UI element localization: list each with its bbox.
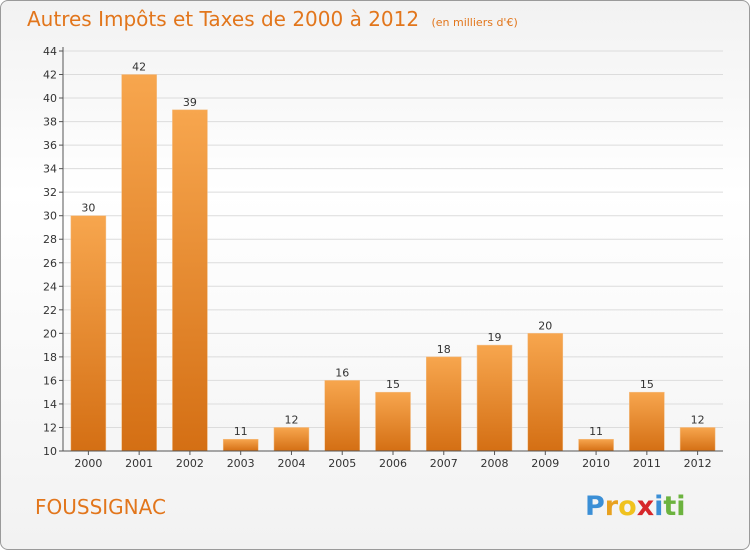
- y-tick-label: 10: [43, 445, 57, 458]
- y-tick-label: 34: [43, 163, 57, 176]
- value-label-2007: 18: [437, 343, 451, 356]
- x-tick-label-2011: 2011: [633, 457, 661, 470]
- proxiti-logo: Proxiti: [585, 491, 686, 522]
- y-tick-label: 18: [43, 351, 57, 364]
- value-label-2006: 15: [386, 378, 400, 391]
- x-tick-label-2003: 2003: [227, 457, 255, 470]
- logo-letter: r: [604, 491, 619, 522]
- bar-2010: [578, 438, 614, 452]
- y-tick-label: 30: [43, 210, 57, 223]
- bar-2000: [70, 215, 107, 452]
- value-label-2005: 16: [335, 366, 349, 379]
- bar-2007: [426, 356, 462, 452]
- chart-title-text: Autres Impôts et Taxes de 2000 à 2012: [27, 7, 420, 31]
- bar-2003: [222, 438, 259, 452]
- chart-unit: (en milliers d'€): [431, 16, 518, 29]
- axes: 10 12 14 16 18 20 22 24 26 28 30 32 34 36 38 40 42 44 2000…: [43, 45, 723, 470]
- y-tick-label: 36: [43, 139, 57, 152]
- bar-2008: [476, 344, 513, 452]
- value-label-2003: 11: [234, 425, 248, 438]
- bar-2005: [324, 380, 360, 452]
- value-label-2001: 42: [132, 61, 146, 74]
- logo-letter: t: [663, 491, 677, 522]
- logo-letter: P: [585, 491, 605, 522]
- y-tick-label: 40: [43, 92, 57, 105]
- y-tick-label: 20: [43, 327, 57, 340]
- y-tick-label: 26: [43, 257, 57, 270]
- x-tick-label-2000: 2000: [74, 457, 102, 470]
- y-tick-label: 28: [43, 233, 57, 246]
- y-tick-label: 24: [43, 280, 57, 293]
- y-tick-label: 12: [43, 421, 57, 434]
- x-tick-label-2010: 2010: [582, 457, 610, 470]
- bar-2006: [375, 391, 411, 452]
- y-tick-label: 42: [43, 69, 57, 82]
- bar-2004: [273, 427, 310, 452]
- value-label-2011: 15: [640, 378, 654, 391]
- value-label-2012: 12: [691, 413, 705, 426]
- bar-2009: [527, 333, 564, 452]
- bar-2011: [629, 391, 665, 452]
- bar-2001: [121, 74, 157, 452]
- logo-letter: o: [618, 491, 637, 522]
- x-tick-label-2001: 2001: [125, 457, 153, 470]
- y-tick-label: 44: [43, 45, 57, 58]
- y-tick-label: 38: [43, 116, 57, 129]
- logo-letter: x: [636, 491, 655, 522]
- commune-name: FOUSSIGNAC: [35, 495, 166, 519]
- y-tick-label: 32: [43, 186, 57, 199]
- x-tick-label-2007: 2007: [430, 457, 458, 470]
- x-tick-label-2012: 2012: [684, 457, 712, 470]
- x-tick-label-2005: 2005: [328, 457, 356, 470]
- value-label-2004: 12: [284, 413, 298, 426]
- logo-letter: i: [676, 491, 686, 522]
- y-tick-label: 14: [43, 398, 57, 411]
- y-tick-label: 16: [43, 374, 57, 387]
- bars: 30 42 39 11 12 16 15 18 19 20 11 15 12: [70, 61, 716, 452]
- y-tick-label: 22: [43, 304, 57, 317]
- x-tick-label-2002: 2002: [176, 457, 204, 470]
- x-tick-label-2006: 2006: [379, 457, 407, 470]
- value-label-2002: 39: [183, 96, 197, 109]
- x-tick-label-2004: 2004: [277, 457, 305, 470]
- bar-2012: [679, 427, 716, 452]
- chart-title: Autres Impôts et Taxes de 2000 à 2012 (e…: [27, 7, 518, 31]
- value-label-2010: 11: [589, 425, 603, 438]
- value-label-2009: 20: [538, 319, 552, 332]
- value-label-2000: 30: [81, 202, 95, 215]
- logo-letter: i: [654, 491, 664, 522]
- value-label-2008: 19: [488, 331, 502, 344]
- bar-2002: [172, 109, 208, 452]
- x-tick-label-2008: 2008: [481, 457, 509, 470]
- x-tick-label-2009: 2009: [531, 457, 559, 470]
